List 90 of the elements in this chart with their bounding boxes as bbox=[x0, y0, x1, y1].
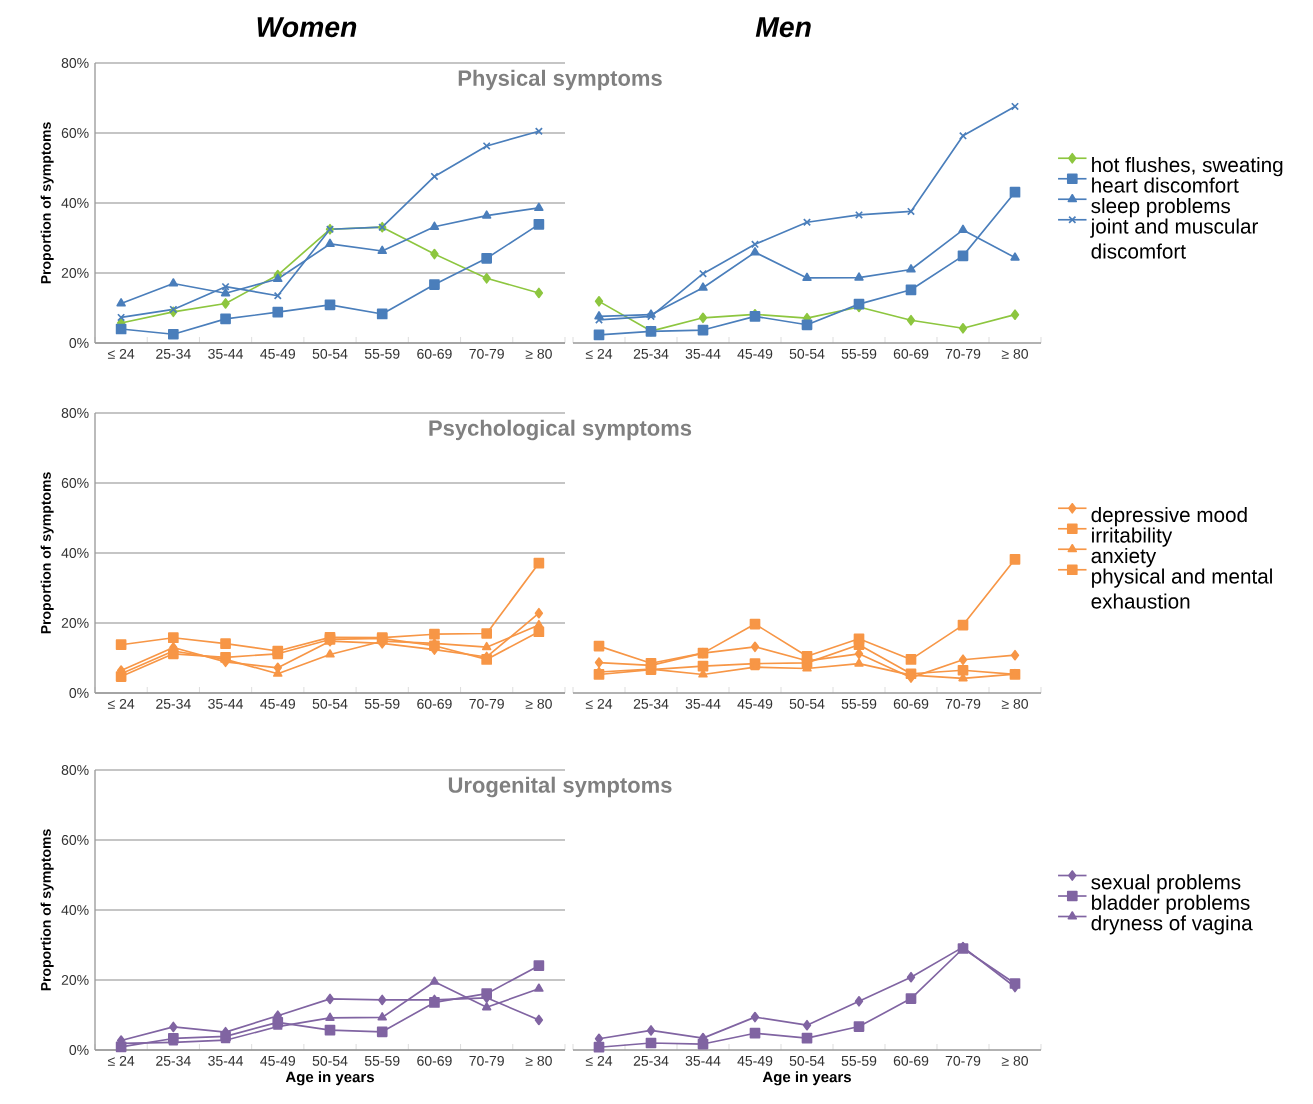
x-tick-label: 70-79 bbox=[469, 1055, 504, 1066]
x-tick-label: 25-34 bbox=[156, 1055, 191, 1066]
x-tick-label: 55-59 bbox=[364, 348, 400, 359]
x-tick-label: 35-44 bbox=[208, 698, 244, 709]
x-tick-label: ≥ 80 bbox=[525, 348, 552, 359]
x-tick-label: 50-54 bbox=[312, 1055, 348, 1066]
x-tick-label: 45-49 bbox=[737, 1055, 773, 1066]
chart-subtitle: Psychological symptoms bbox=[429, 419, 692, 441]
x-tick-label: 50-54 bbox=[789, 698, 825, 709]
y-axis-title: Proportion of symptoms bbox=[40, 472, 54, 634]
x-tick-label: 35-44 bbox=[208, 348, 244, 359]
x-tick-label: 60-69 bbox=[893, 1055, 929, 1066]
x-tick-label: 50-54 bbox=[789, 1055, 825, 1066]
x-tick-label: 45-49 bbox=[737, 348, 773, 359]
y-tick-label: 40% bbox=[61, 905, 89, 915]
y-tick-label: 0% bbox=[69, 338, 89, 348]
x-tick-label: 25-34 bbox=[633, 1055, 669, 1066]
x-tick-label: 45-49 bbox=[260, 1055, 296, 1066]
x-axis-title: Age in years bbox=[285, 1071, 374, 1086]
legend-label: anxiety bbox=[1091, 548, 1157, 568]
y-tick-label: 80% bbox=[61, 408, 89, 418]
x-tick-label: 60-69 bbox=[417, 698, 452, 709]
legend-label: dryness of vagina bbox=[1091, 915, 1253, 935]
x-tick-label: 35-44 bbox=[208, 1055, 244, 1066]
x-tick-label: ≥ 80 bbox=[1001, 348, 1029, 359]
legend-label: hot flushes, sweating bbox=[1092, 157, 1283, 177]
chart-title: Men bbox=[755, 17, 811, 38]
y-tick-label: 40% bbox=[61, 548, 89, 558]
y-tick-label: 60% bbox=[61, 128, 89, 138]
x-tick-label: 55-59 bbox=[364, 698, 400, 709]
y-tick-label: 0% bbox=[69, 1045, 89, 1055]
x-tick-label: ≥ 80 bbox=[525, 1055, 552, 1066]
x-tick-label: 25-34 bbox=[633, 348, 669, 359]
x-tick-label: 55-59 bbox=[841, 698, 877, 709]
x-tick-label: ≤ 24 bbox=[107, 1055, 135, 1066]
y-tick-label: 0% bbox=[69, 688, 89, 698]
y-tick-label: 20% bbox=[61, 268, 89, 278]
y-tick-label: 40% bbox=[61, 198, 89, 208]
x-tick-label: ≤ 24 bbox=[107, 348, 135, 359]
x-tick-label: ≤ 24 bbox=[585, 698, 613, 709]
x-tick-label: 70-79 bbox=[469, 698, 504, 709]
x-tick-label: ≤ 24 bbox=[585, 348, 613, 359]
x-tick-label: 35-44 bbox=[685, 698, 721, 709]
y-axis-title: Proportion of symptoms bbox=[40, 122, 54, 284]
x-tick-label: 70-79 bbox=[945, 348, 981, 359]
y-tick-label: 20% bbox=[61, 618, 89, 628]
x-tick-label: 35-44 bbox=[685, 348, 721, 359]
x-tick-label: ≥ 80 bbox=[525, 698, 552, 709]
x-tick-label: 70-79 bbox=[469, 348, 504, 359]
x-axis-title: Age in years bbox=[762, 1071, 851, 1086]
legend-label: irritability bbox=[1092, 527, 1173, 547]
legend-label: sexual problems bbox=[1091, 874, 1241, 894]
x-tick-label: 50-54 bbox=[312, 348, 348, 359]
legend-label: depressive mood bbox=[1091, 507, 1247, 527]
x-tick-label: 60-69 bbox=[417, 1055, 452, 1066]
y-tick-label: 80% bbox=[61, 765, 89, 775]
y-tick-label: 20% bbox=[61, 975, 89, 985]
x-tick-label: 70-79 bbox=[945, 1055, 981, 1066]
x-tick-label: ≥ 80 bbox=[1001, 1055, 1029, 1066]
chart-title: Women bbox=[257, 17, 357, 38]
legend-label: bladder problems bbox=[1092, 894, 1250, 915]
x-tick-label: 25-34 bbox=[633, 698, 669, 709]
y-tick-label: 60% bbox=[61, 835, 89, 845]
x-tick-label: 50-54 bbox=[312, 698, 348, 709]
x-tick-label: 55-59 bbox=[841, 1055, 877, 1066]
x-tick-label: 25-34 bbox=[156, 698, 191, 709]
x-tick-label: ≥ 80 bbox=[1001, 698, 1029, 709]
chart-subtitle: Physical symptoms bbox=[458, 69, 662, 91]
x-tick-label: 45-49 bbox=[260, 348, 296, 359]
y-tick-label: 60% bbox=[61, 478, 89, 488]
x-tick-label: 50-54 bbox=[789, 348, 825, 359]
x-tick-label: ≤ 24 bbox=[107, 698, 135, 709]
legend-label: heart discomfort bbox=[1092, 177, 1239, 193]
legend-label: joint and muscular discomfort bbox=[1090, 218, 1258, 259]
x-tick-label: 45-49 bbox=[737, 698, 773, 709]
x-tick-label: 70-79 bbox=[945, 698, 981, 709]
x-tick-label: 25-34 bbox=[156, 348, 191, 359]
x-tick-label: 60-69 bbox=[417, 348, 452, 359]
x-tick-label: 35-44 bbox=[685, 1055, 721, 1066]
legend-label: sleep problems bbox=[1091, 198, 1231, 218]
x-tick-label: 60-69 bbox=[893, 348, 929, 359]
x-tick-label: 45-49 bbox=[260, 698, 296, 709]
x-tick-label: 60-69 bbox=[893, 698, 929, 709]
x-tick-label: 55-59 bbox=[364, 1055, 400, 1066]
x-tick-label: 55-59 bbox=[841, 348, 877, 359]
legend-label: physical and mental exhaustion bbox=[1091, 568, 1272, 609]
chart-subtitle: Urogenital symptoms bbox=[448, 776, 672, 798]
y-axis-title: Proportion of symptoms bbox=[40, 829, 54, 991]
x-tick-label: ≤ 24 bbox=[585, 1055, 613, 1066]
y-tick-label: 80% bbox=[61, 58, 89, 68]
